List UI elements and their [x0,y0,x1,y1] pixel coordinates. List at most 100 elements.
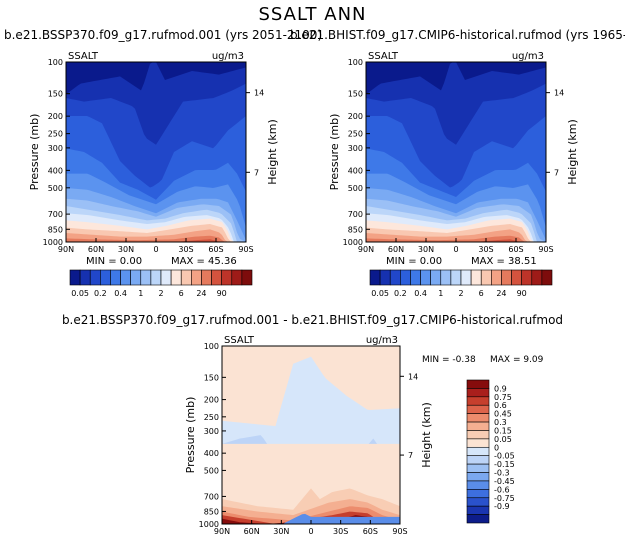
x-tick-label: 30N [418,245,434,254]
y-axis-title: Pressure (mb) [184,397,197,474]
y-tick-label: 500 [48,184,63,193]
colorbar-swatch [466,489,490,499]
y-tick-label: 200 [348,112,363,121]
x-tick-label: 90N [58,245,74,254]
field-bands [66,62,246,242]
y-tick-label: 300 [348,144,363,153]
colorbar-label: 0.15 [494,426,512,435]
x-tick-label: 0 [153,245,158,254]
min-label: MIN = 0.00 [386,256,442,267]
y-tick-label: 250 [48,130,63,139]
colorbar-swatch [110,269,121,286]
colorbar-label: -0.05 [494,452,515,461]
x-tick-label: 30N [118,245,134,254]
colorbar-swatch [521,269,533,286]
colorbar-label: 0.05 [71,289,89,298]
contour-band-13 [366,239,546,242]
region-negative-surface [222,513,400,524]
colorbar-swatch [531,269,543,286]
x-tick-label: 60N [88,245,104,254]
diff-bands [222,346,400,524]
y-axis-title: Pressure (mb) [328,114,341,191]
colorbar-label: 24 [196,289,206,298]
colorbar-label: 0.45 [494,410,512,419]
min-label: MIN = -0.38 [422,355,476,365]
min-label: MIN = 0.00 [86,256,142,267]
x-tick-label: 90S [392,527,407,536]
colorbar-swatch [491,269,502,286]
colorbar-swatch [191,269,202,286]
height-tick-label: 14 [554,89,564,98]
colorbar-label: -0.6 [494,485,510,494]
y-tick-label: 400 [204,449,219,458]
colorbar-swatch [470,269,482,286]
colorbar-label: 1 [138,289,143,298]
y-tick-label: 700 [348,210,363,219]
y-tick-label: 100 [48,58,63,67]
colorbar-label: 90 [517,289,527,298]
colorbar-swatch [100,269,111,286]
x-tick-label: 30N [273,527,289,536]
colorbar-swatch [379,269,391,286]
colorbar-swatch [466,446,490,457]
colorbar-swatch [150,269,162,286]
colorbar-swatch [410,269,421,286]
colorbar-label: 0.4 [414,289,427,298]
x-tick-label: 60N [388,245,404,254]
y-tick-label: 150 [204,373,219,382]
colorbar-label: 0.2 [394,289,407,298]
colorbar-label: -0.75 [494,494,515,503]
colorbar-swatch [120,269,131,286]
heatmap-ssp370: SSALT ug/m3100150200250300400500700850100… [28,51,279,298]
field-label: SSALT [68,51,99,62]
colorbar-label: -0.9 [494,502,510,511]
colorbar-swatch [466,514,490,524]
y-tick-label: 850 [204,507,219,516]
field-label: SSALT [224,335,255,346]
colorbar-swatch [140,269,152,286]
colorbar-swatch [170,269,182,286]
field-label: SSALT [368,51,399,62]
colorbar-swatch [466,413,490,423]
colorbar-swatch [440,269,452,286]
x-tick-label: 30S [333,527,348,536]
y-tick-label: 700 [204,492,219,501]
colorbar-label: 90 [217,289,227,298]
main-title: SSALT ANN [258,4,367,25]
colorbar-swatch [241,269,253,286]
y-tick-label: 300 [204,427,219,436]
colorbar-swatch [466,497,490,507]
y-axis-title: Pressure (mb) [28,114,41,191]
colorbar-label: 0.6 [494,401,507,410]
height-tick-label: 14 [408,372,418,381]
colorbar-swatch [201,269,212,286]
colorbar-label: 0 [494,443,499,452]
heatmap-historical: SSALT ug/m3100150200250300400500700850100… [328,51,579,298]
x-tick-label: 0 [308,527,313,536]
colorbar-label: 0.9 [494,384,507,393]
colorbar-swatch [231,269,243,286]
y-tick-label: 100 [204,342,219,351]
height-tick-label: 7 [554,168,559,177]
colorbar-label: 1 [438,289,443,298]
units-label: ug/m3 [512,51,544,62]
colorbar-swatch [180,269,192,286]
y-axis-right-title: Height (km) [420,402,433,468]
colorbar-label: 6 [179,289,184,298]
x-tick-label: 90S [538,245,553,254]
colorbar-label: 0.75 [494,393,512,402]
colorbar-swatch [130,269,142,286]
colorbar-label: 6 [479,289,484,298]
colorbar-label: 2 [458,289,463,298]
y-axis-right-title: Height (km) [566,119,579,185]
colorbar-swatch [89,269,101,286]
x-tick-label: 60S [508,245,523,254]
colorbar-swatch [466,505,490,515]
x-tick-label: 60S [363,527,378,536]
max-label: MAX = 9.09 [490,355,544,365]
colorbar-label: 0.05 [494,435,512,444]
colorbar-swatch [450,269,462,286]
panel-title-diff: b.e21.BSSP370.f09_g17.rufmod.001 - b.e21… [61,313,564,327]
colorbar-label: -0.3 [494,469,510,478]
y-tick-label: 250 [348,130,363,139]
